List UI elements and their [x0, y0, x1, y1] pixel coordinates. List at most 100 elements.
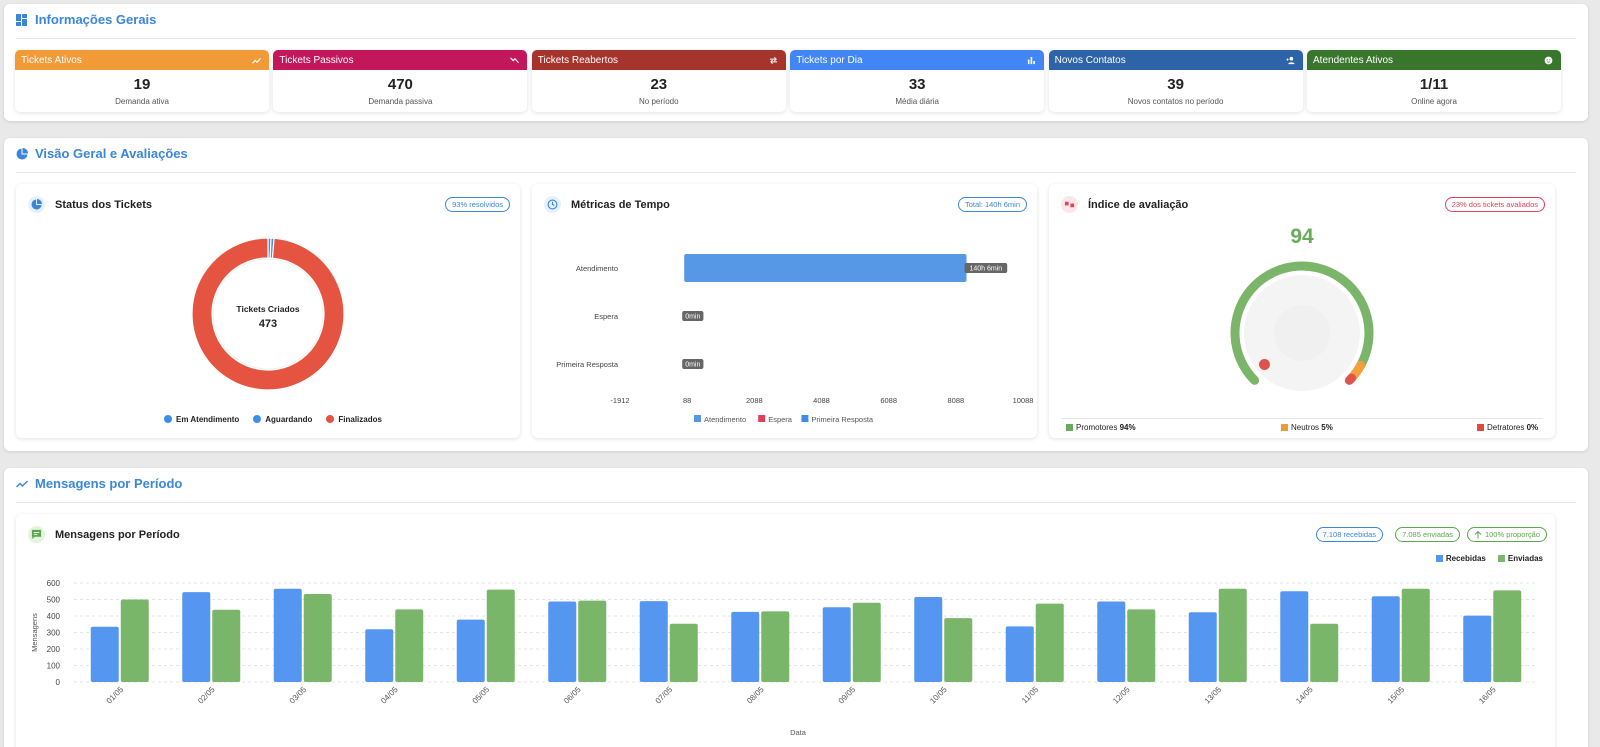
message-bar[interactable]	[456, 619, 485, 682]
legend-item[interactable]: Aguardando	[253, 415, 312, 424]
message-bar[interactable]	[1280, 591, 1309, 682]
x-tick-label: 06/05	[562, 685, 583, 706]
message-bar[interactable]	[1401, 588, 1430, 682]
messages-section-title: Mensagens por Período	[35, 476, 183, 491]
message-bar[interactable]	[731, 611, 760, 682]
rating-legend-neutrals[interactable]: Neutros 5%	[1281, 423, 1333, 432]
x-tick-label: 88	[683, 396, 691, 405]
legend-item[interactable]: Finalizados	[326, 415, 382, 424]
arrow-up-icon	[1474, 530, 1482, 538]
ratio-badge: 100% proporção	[1466, 527, 1547, 542]
message-bar[interactable]	[212, 609, 241, 682]
kpi-card-label: Atendentes Ativos	[1313, 54, 1394, 66]
y-axis-label: Mensagens	[30, 613, 39, 652]
message-bar[interactable]	[944, 618, 973, 682]
divider	[16, 502, 1576, 503]
message-bar[interactable]	[761, 611, 790, 682]
donut-center-value: 473	[259, 318, 277, 330]
trending-up-icon	[252, 57, 261, 64]
pie-chart-icon	[16, 147, 28, 159]
kpi-card-value: 23	[650, 76, 668, 93]
messages-bar-chart: 600 500 400 300 200 100 0 01/05 02/05 03/05 04/05 0…	[30, 579, 1538, 737]
x-tick-label: 10088	[1013, 396, 1034, 405]
kpi-card-header: Tickets por Dia	[790, 50, 1045, 70]
rating-legend-detractors[interactable]: Detratores 0%	[1477, 423, 1538, 432]
message-bar[interactable]	[548, 601, 577, 682]
kpi-card: Tickets Reabertos 23 No período	[531, 50, 786, 112]
kpi-card-subtitle: Demanda ativa	[115, 97, 169, 106]
message-bar[interactable]	[486, 589, 515, 682]
kpi-card-label: Tickets Reabertos	[537, 54, 619, 66]
message-bar[interactable]	[1005, 626, 1034, 682]
message-bar[interactable]	[1097, 601, 1126, 682]
x-tick-label: 4088	[813, 396, 830, 405]
message-bar[interactable]	[365, 629, 394, 682]
legend-item-received[interactable]: Recebidas	[1435, 554, 1486, 563]
message-bar[interactable]	[1371, 596, 1400, 682]
total-time-badge: Total: 140h 6min	[957, 197, 1027, 212]
bar-value-label: 0min	[685, 314, 700, 321]
kpi-card-header: Novos Contatos	[1048, 50, 1303, 70]
message-bar[interactable]	[395, 609, 424, 682]
legend-item-sent[interactable]: Enviadas	[1497, 554, 1543, 563]
message-bar[interactable]	[1035, 603, 1064, 682]
bar-chart-icon	[1028, 56, 1036, 64]
message-bar[interactable]	[303, 594, 332, 682]
message-bar[interactable]	[120, 599, 149, 683]
time-bar[interactable]	[684, 254, 967, 282]
kpi-card-value: 39	[1167, 76, 1184, 93]
kpi-card-label: Tickets Passivos	[279, 54, 354, 66]
message-bar[interactable]	[822, 607, 851, 682]
rating-legend-promoters[interactable]: Promotores 94%	[1066, 423, 1136, 432]
message-bar[interactable]	[1493, 590, 1522, 682]
message-bar[interactable]	[1310, 623, 1339, 682]
message-bar[interactable]	[1188, 612, 1217, 682]
kpi-card: Tickets Ativos 19 Demanda ativa	[15, 50, 269, 112]
gauge-marker	[1258, 358, 1270, 370]
divider	[16, 172, 1576, 173]
bar-category-label: Atendimento	[576, 264, 618, 273]
message-bar[interactable]	[1463, 615, 1492, 682]
x-axis-label: Data	[790, 728, 807, 737]
y-tick-label: 300	[47, 629, 61, 638]
message-bar[interactable]	[1218, 588, 1247, 682]
legend-item[interactable]: Em Atendimento	[164, 415, 239, 424]
ticket-status-legend: Em Atendimento Aguardando Finalizados	[164, 415, 382, 424]
trending-down-icon	[510, 56, 520, 63]
ticket-status-title: Status dos Tickets	[55, 198, 152, 211]
x-tick-label: 09/05	[837, 685, 858, 706]
time-metrics-chart: Atendimento 140h 6min Espera 0min Primeira R…	[556, 254, 1034, 424]
message-bar[interactable]	[90, 626, 119, 682]
message-bar[interactable]	[273, 588, 302, 682]
gauge-segment[interactable]	[1344, 373, 1357, 385]
overview-title: Visão Geral e Avaliações	[35, 146, 188, 161]
gauge-segment[interactable]	[1230, 261, 1374, 385]
x-tick-label: 14/05	[1294, 685, 1315, 706]
message-bar[interactable]	[578, 600, 607, 682]
person-add-icon	[1286, 56, 1295, 64]
y-tick-label: 100	[47, 662, 61, 671]
trending-up-icon	[16, 480, 28, 487]
ticket-status-card: Status dos Tickets 93% resolvidos Ticket…	[16, 184, 520, 438]
message-bar[interactable]	[669, 623, 698, 682]
donut-slice[interactable]	[191, 237, 345, 391]
message-bar[interactable]	[914, 597, 943, 682]
overview-header: Visão Geral e Avaliações	[16, 146, 188, 161]
legend-label: Espera	[768, 415, 793, 424]
x-tick-label: 02/05	[196, 685, 217, 706]
legend-label: Atendimento	[704, 415, 746, 424]
x-tick-label: 16/05	[1477, 685, 1498, 706]
kpi-card: Tickets Passivos 470 Demanda passiva	[273, 50, 528, 112]
message-bar[interactable]	[639, 601, 668, 682]
message-bar[interactable]	[182, 592, 211, 682]
message-bar[interactable]	[852, 602, 881, 682]
sent-badge: 7.085 enviadas	[1395, 527, 1460, 542]
message-bar[interactable]	[1127, 609, 1156, 682]
resolved-badge: 93% resolvidos	[445, 197, 510, 212]
clock-icon	[544, 196, 561, 213]
messages-legend: Recebidas Enviadas	[1435, 554, 1543, 563]
bar-value-label: 140h 6min	[970, 266, 1003, 273]
kpi-card-label: Tickets Ativos	[21, 54, 82, 66]
x-tick-label: 11/05	[1020, 685, 1040, 705]
legend-swatch	[694, 415, 701, 422]
